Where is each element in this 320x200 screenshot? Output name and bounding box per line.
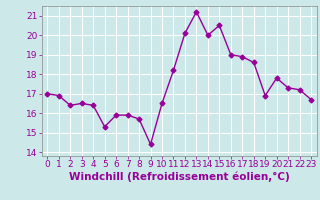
X-axis label: Windchill (Refroidissement éolien,°C): Windchill (Refroidissement éolien,°C)	[69, 172, 290, 182]
